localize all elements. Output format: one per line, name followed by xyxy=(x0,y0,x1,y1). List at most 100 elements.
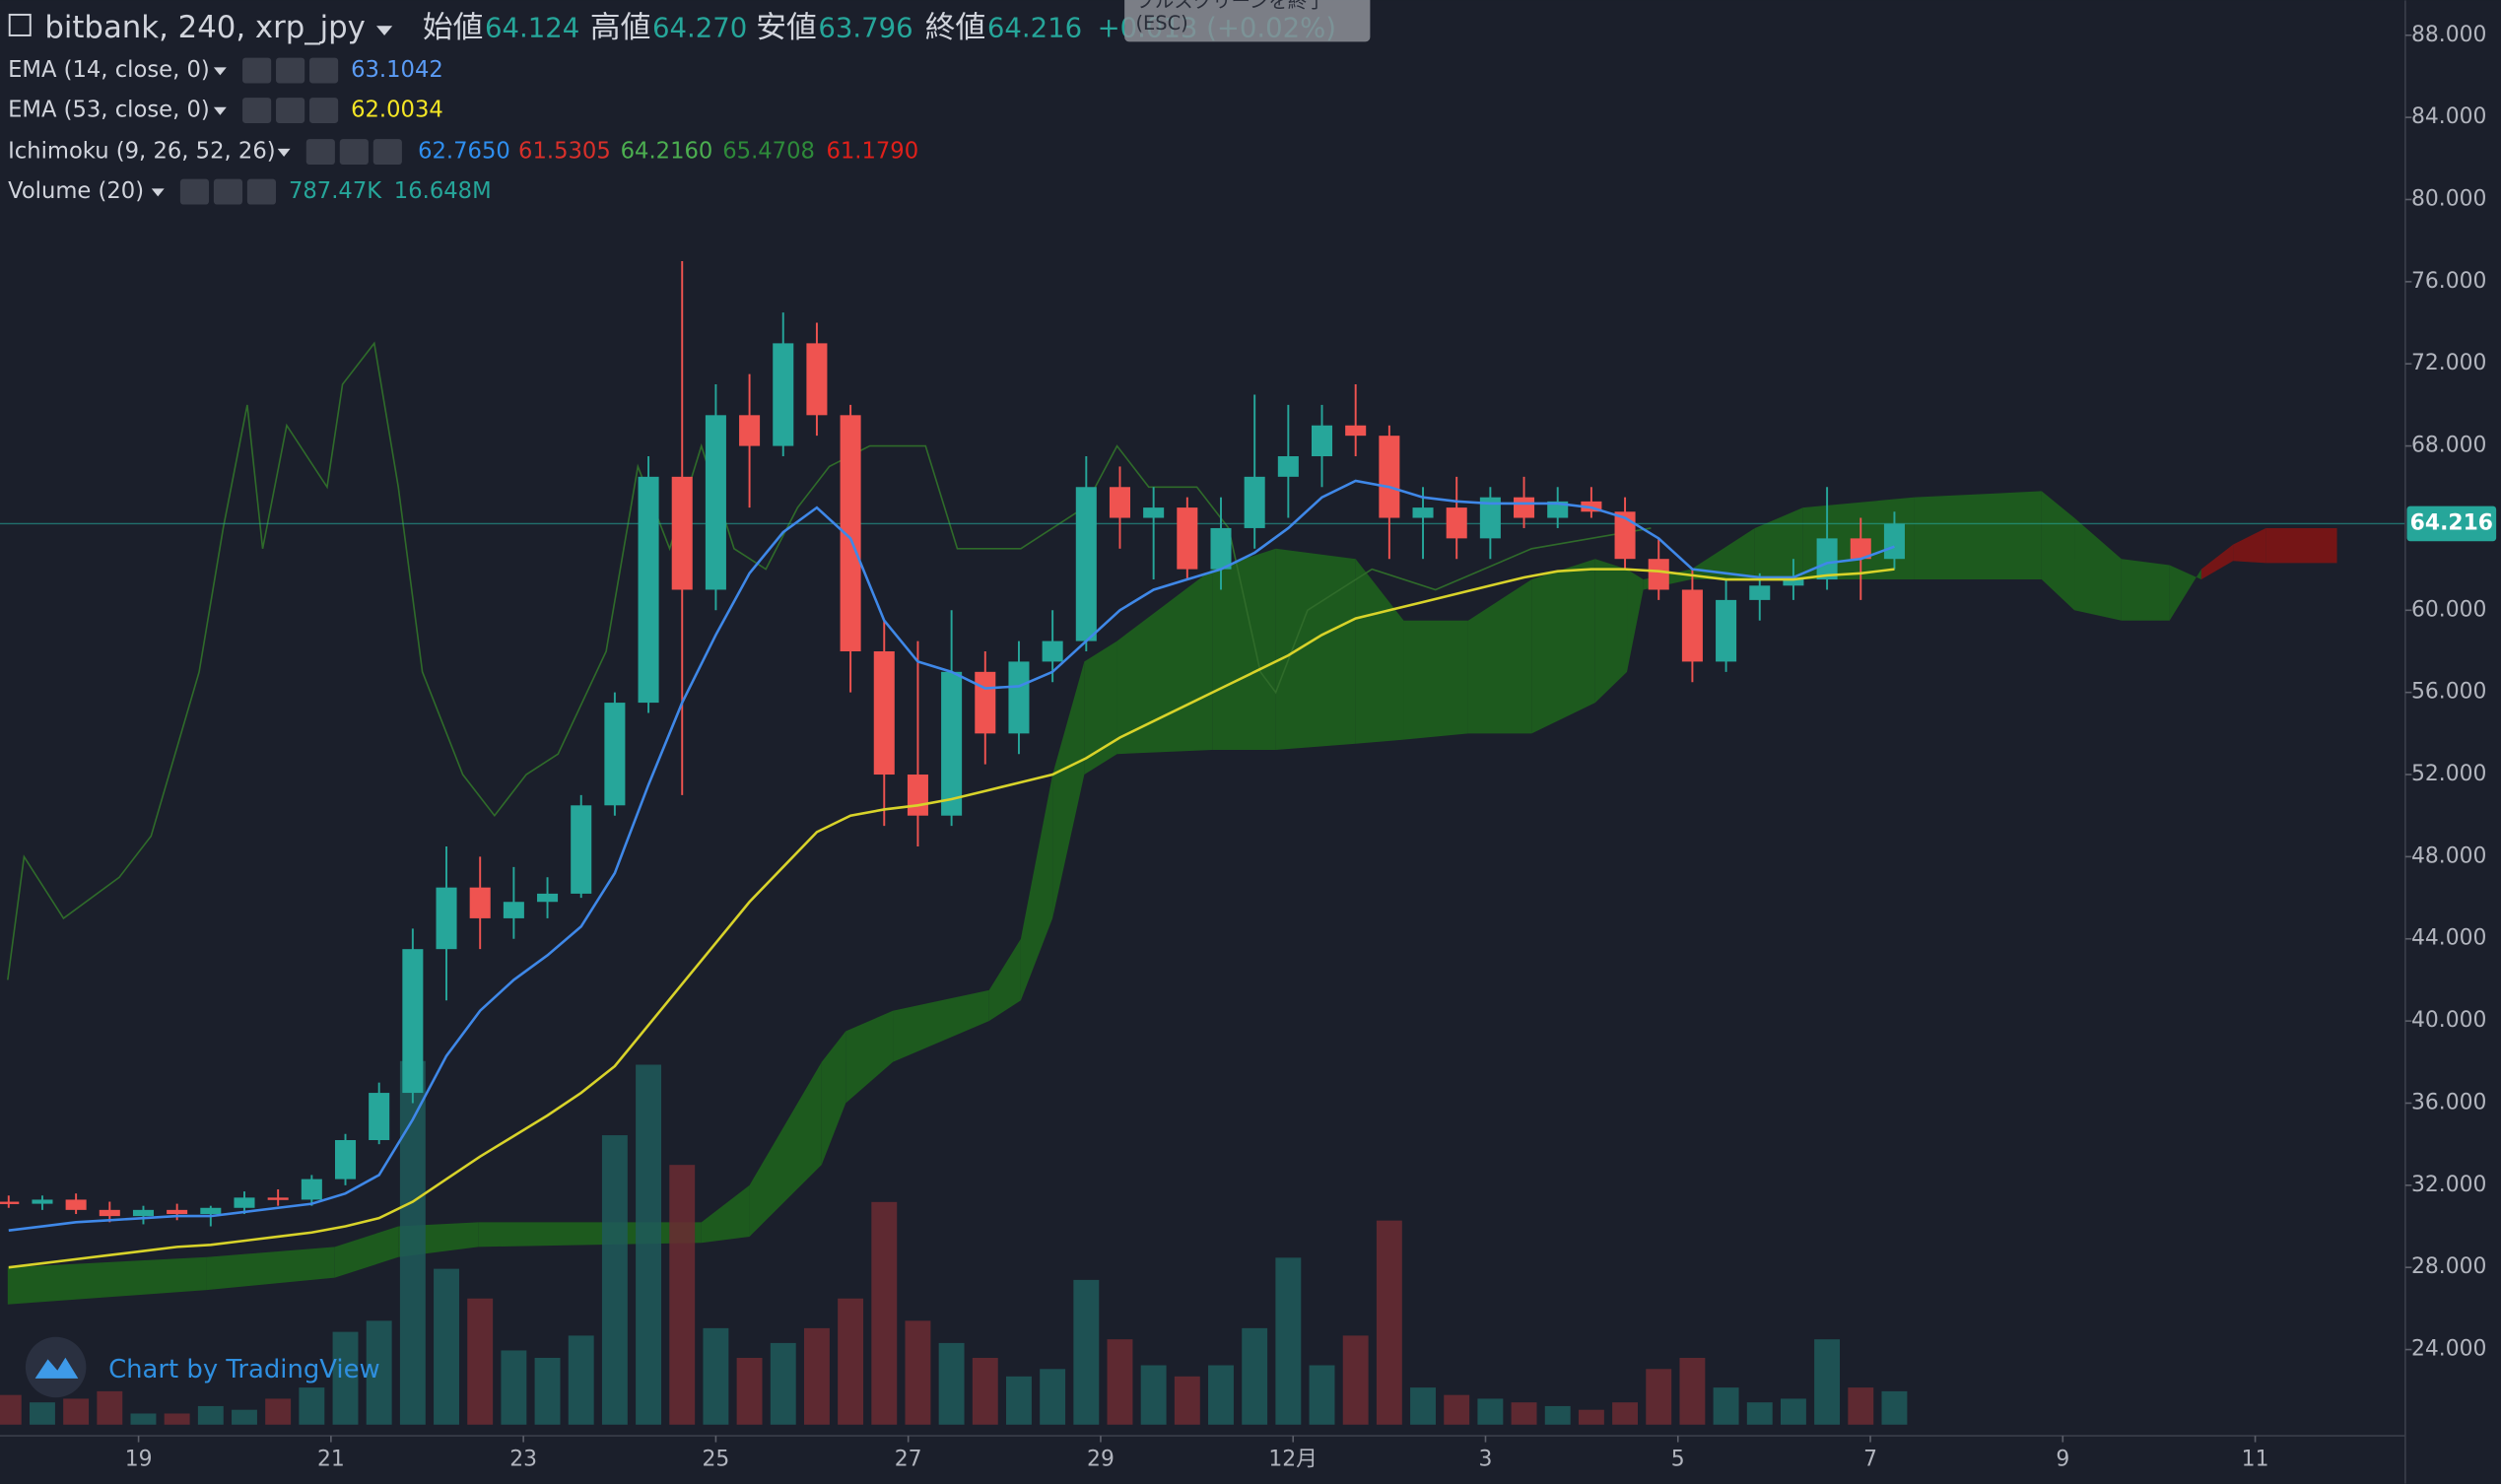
ichimoku-cloud xyxy=(1754,507,1803,580)
y-tick-label: 84.000 xyxy=(2411,104,2486,129)
indicator-value: 65.4708 xyxy=(722,139,815,165)
watermark-text[interactable]: Chart by TradingView xyxy=(108,1355,380,1384)
y-tick-label: 76.000 xyxy=(2411,269,2486,294)
candle-body xyxy=(1412,507,1434,518)
candle-body xyxy=(167,1209,188,1215)
candle-body xyxy=(1210,527,1232,570)
volume-bar xyxy=(905,1320,931,1425)
volume-bar xyxy=(1578,1409,1604,1425)
candle-body xyxy=(234,1197,255,1208)
ichimoku-cloud xyxy=(749,1061,822,1237)
indicator-name[interactable]: Ichimoku (9, 26, 52, 26) xyxy=(8,139,276,165)
candle-body xyxy=(705,415,726,590)
volume-bar xyxy=(97,1390,123,1425)
symbol-title[interactable]: bitbank, 240, xrp_jpy xyxy=(44,10,366,45)
candle-body xyxy=(1244,476,1265,528)
y-tick-label: 48.000 xyxy=(2411,843,2486,868)
x-tick-label: 7 xyxy=(1863,1447,1877,1471)
ema-line xyxy=(8,479,1895,1232)
x-tick-label: 27 xyxy=(895,1447,922,1471)
ichimoku-cloud xyxy=(988,938,1021,1022)
indicator-value: 62.0034 xyxy=(351,98,443,123)
candle-body xyxy=(1008,661,1030,734)
candle-body xyxy=(503,902,524,918)
candle-body xyxy=(402,949,424,1094)
ohlc-label: 安値 xyxy=(756,10,817,45)
collapse-icon[interactable] xyxy=(8,13,32,36)
volume-bar xyxy=(1174,1376,1200,1425)
ichimoku-cloud xyxy=(1467,579,1532,734)
indicator-button[interactable] xyxy=(339,139,369,166)
candle-body xyxy=(571,805,592,894)
volume-bar xyxy=(299,1387,325,1425)
candle-body xyxy=(369,1093,390,1140)
x-tick-label: 5 xyxy=(1671,1447,1685,1471)
ohlc-value: 64.270 xyxy=(652,12,747,43)
ichimoku-cloud xyxy=(1531,559,1595,734)
volume-bar xyxy=(1814,1339,1841,1425)
volume-bar xyxy=(669,1165,696,1425)
volume-bar xyxy=(1342,1335,1369,1425)
volume-bar xyxy=(332,1331,359,1425)
y-tick-label: 60.000 xyxy=(2411,597,2486,622)
y-tick-label: 56.000 xyxy=(2411,680,2486,705)
indicator-button[interactable] xyxy=(309,57,339,84)
candle-body xyxy=(32,1199,53,1204)
volume-bar xyxy=(130,1413,157,1425)
dropdown-arrow[interactable] xyxy=(375,26,393,35)
volume-bar xyxy=(63,1398,90,1425)
indicator-button[interactable] xyxy=(372,139,402,166)
ichimoku-cloud xyxy=(821,1031,846,1166)
candle-body xyxy=(99,1209,120,1217)
volume-bar xyxy=(871,1201,898,1425)
indicator-button[interactable] xyxy=(276,57,305,84)
candle-body xyxy=(1816,538,1838,580)
dropdown-arrow xyxy=(277,148,291,157)
ichimoku-cloud xyxy=(1052,661,1085,918)
indicator-button[interactable] xyxy=(213,178,243,205)
indicator-value: 62.7650 xyxy=(418,139,510,165)
indicator-button[interactable] xyxy=(179,178,210,205)
candle-body xyxy=(1850,538,1871,560)
volume-bar xyxy=(1410,1387,1436,1425)
dropdown-arrow xyxy=(213,106,227,115)
volume-bar xyxy=(1679,1357,1706,1425)
candle-body xyxy=(65,1199,87,1210)
indicator-button[interactable] xyxy=(309,98,339,123)
ema-line xyxy=(8,568,1895,1269)
x-tick-label: 25 xyxy=(703,1447,730,1471)
tooltip-text: (ESC) xyxy=(1135,12,1187,34)
volume-bar xyxy=(1646,1369,1672,1425)
candle-body xyxy=(1277,456,1299,477)
indicator-button[interactable] xyxy=(276,98,305,123)
candle-body xyxy=(840,415,861,651)
y-tick-label: 44.000 xyxy=(2411,926,2486,951)
last-price-badge xyxy=(2406,506,2497,542)
candle-body xyxy=(469,887,491,918)
indicator-name[interactable]: Volume (20) xyxy=(8,178,144,204)
volume-bar xyxy=(601,1135,628,1425)
legend: bitbank, 240, xrp_jpy 始値 64.124 高値 64.270 安値… xyxy=(8,10,1336,205)
volume-bar xyxy=(1376,1220,1402,1425)
volume-bar xyxy=(1746,1402,1773,1425)
watermark-logo-mark xyxy=(34,1357,79,1379)
candle-body xyxy=(1681,589,1703,662)
volume-bar xyxy=(1006,1376,1032,1425)
ohlc-label: 高値 xyxy=(590,10,651,45)
tooltip-text: フルスクリーンを終了 xyxy=(1135,0,1325,12)
volume-bar xyxy=(736,1357,763,1425)
indicator-name[interactable]: EMA (53, close, 0) xyxy=(8,98,210,123)
candle-body xyxy=(334,1139,357,1180)
indicator-button[interactable] xyxy=(242,57,272,84)
volume-bar xyxy=(1073,1279,1100,1425)
volume-bar xyxy=(1881,1390,1908,1425)
indicator-name[interactable]: EMA (14, close, 0) xyxy=(8,57,210,83)
ohlc-value: 63.796 xyxy=(818,12,913,43)
indicator-button[interactable] xyxy=(246,178,277,205)
y-tick-label: 28.000 xyxy=(2411,1254,2486,1279)
x-tick-label: 19 xyxy=(125,1447,153,1471)
indicator-button[interactable] xyxy=(242,98,272,123)
indicator-button[interactable] xyxy=(305,139,335,166)
x-tick-label: 11 xyxy=(2242,1447,2269,1471)
candle-body xyxy=(436,887,457,950)
